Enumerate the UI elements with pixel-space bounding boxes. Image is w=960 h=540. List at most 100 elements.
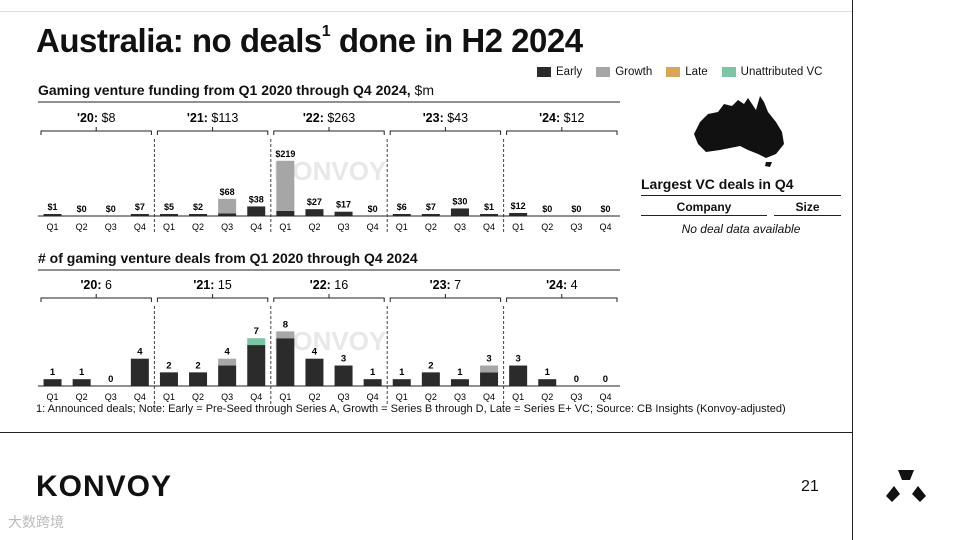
x-tick-label: Q3 [338, 222, 350, 232]
x-tick-label: Q1 [163, 222, 175, 232]
side-divider [852, 0, 853, 540]
largest-deals-title: Largest VC deals in Q4 [641, 176, 794, 192]
bar-value-label: 3 [486, 354, 491, 365]
bar-value-label: $0 [600, 204, 610, 214]
bar-value-label: 0 [603, 374, 608, 385]
side-rule-company [641, 215, 767, 216]
year-header: '22: $263 [303, 111, 355, 125]
side-rule-size [774, 215, 841, 216]
bar-segment [43, 379, 62, 386]
year-bracket [506, 130, 618, 135]
bar-segment [276, 160, 295, 211]
legend-label: Growth [615, 66, 653, 78]
page-number: 21 [801, 478, 819, 495]
bar-segment [509, 212, 528, 216]
year-bracket [506, 297, 618, 302]
legend-label: Early [556, 66, 583, 78]
column-company: Company [676, 200, 732, 214]
legend-item: Early [537, 66, 582, 78]
bar-segment [392, 214, 411, 216]
x-tick-label: Q2 [541, 222, 553, 232]
bar-value-label: $38 [249, 194, 264, 204]
chart-legend: Early Growth Late Unattributed VC [537, 66, 823, 78]
bar-segment [218, 358, 237, 366]
bar-value-label: 2 [195, 360, 200, 371]
bar-value-label: 2 [428, 360, 433, 371]
bar-segment [247, 338, 266, 346]
x-tick-label: Q3 [454, 222, 466, 232]
bar-value-label: $1 [484, 202, 494, 212]
footnote: 1: Announced deals; Note: Early = Pre-Se… [36, 403, 786, 415]
x-tick-label: Q2 [308, 222, 320, 232]
year-header: '21: $113 [187, 111, 238, 125]
bar-value-label: $0 [571, 204, 581, 214]
x-tick-label: Q3 [570, 222, 582, 232]
top-rule [0, 11, 852, 12]
bar-segment [305, 209, 324, 216]
bar-segment [130, 214, 149, 216]
year-header: '22: 16 [310, 278, 348, 292]
bar-value-label: 4 [312, 347, 318, 358]
x-tick-label: Q1 [47, 222, 59, 232]
brand-logo: KONVOY [36, 470, 173, 503]
bar-value-label: $30 [452, 196, 467, 206]
bar-value-label: 1 [50, 367, 56, 378]
x-tick-label: Q3 [221, 392, 233, 402]
x-tick-label: Q2 [192, 222, 204, 232]
bar-segment [218, 198, 237, 214]
bar-value-label: $27 [307, 197, 322, 207]
bar-segment [421, 372, 440, 386]
bar-value-label: 4 [225, 347, 231, 358]
bar-segment [334, 365, 353, 386]
bar-segment [189, 372, 208, 386]
legend-label: Unattributed VC [740, 66, 823, 78]
year-header: '24: 4 [546, 278, 578, 292]
deals-section-title: # of gaming venture deals from Q1 2020 t… [38, 250, 418, 266]
x-tick-label: Q4 [599, 392, 611, 402]
bar-value-label: 1 [79, 367, 85, 378]
x-tick-label: Q4 [134, 392, 146, 402]
bar-segment [247, 206, 266, 216]
year-bracket [273, 130, 385, 135]
year-header: '21: 15 [193, 278, 231, 292]
year-bracket [273, 297, 385, 302]
bar-value-label: 4 [137, 347, 143, 358]
bar-segment [43, 214, 62, 216]
x-tick-label: Q2 [541, 392, 553, 402]
bar-value-label: 1 [399, 367, 405, 378]
bar-value-label: $12 [511, 201, 526, 211]
x-tick-label: Q3 [221, 222, 233, 232]
bar-value-label: $0 [542, 204, 552, 214]
charts-canvas: '20: $8 '21: $113 '22: $263 '23: $43 '24: $1… [38, 101, 620, 404]
x-tick-label: Q1 [512, 222, 524, 232]
year-bracket [389, 130, 502, 135]
bar-segment [218, 365, 237, 386]
bar-segment [538, 379, 557, 386]
bar-value-label: 1 [457, 367, 463, 378]
bar-segment [305, 358, 324, 386]
x-tick-label: Q1 [279, 222, 291, 232]
x-tick-label: Q4 [250, 392, 262, 402]
x-tick-label: Q1 [512, 392, 524, 402]
footer-divider [0, 432, 852, 433]
x-tick-label: Q4 [483, 222, 495, 232]
x-tick-label: Q2 [192, 392, 204, 402]
x-tick-label: Q4 [367, 392, 379, 402]
year-bracket [40, 297, 152, 302]
side-rule-top [641, 195, 841, 196]
bar-value-label: 7 [254, 326, 259, 337]
x-tick-label: Q1 [163, 392, 175, 402]
x-tick-label: Q3 [105, 222, 117, 232]
bar-segment [218, 213, 237, 216]
bar-segment [276, 331, 295, 339]
column-size: Size [795, 200, 820, 214]
bar-value-label: 0 [108, 374, 113, 385]
bar-segment [450, 208, 469, 216]
legend-swatch [596, 67, 611, 77]
x-tick-label: Q1 [396, 392, 408, 402]
x-tick-label: Q4 [250, 222, 262, 232]
bar-segment [421, 214, 440, 216]
legend-swatch [537, 67, 551, 77]
australia-map-icon [694, 96, 784, 167]
year-bracket [389, 297, 502, 302]
